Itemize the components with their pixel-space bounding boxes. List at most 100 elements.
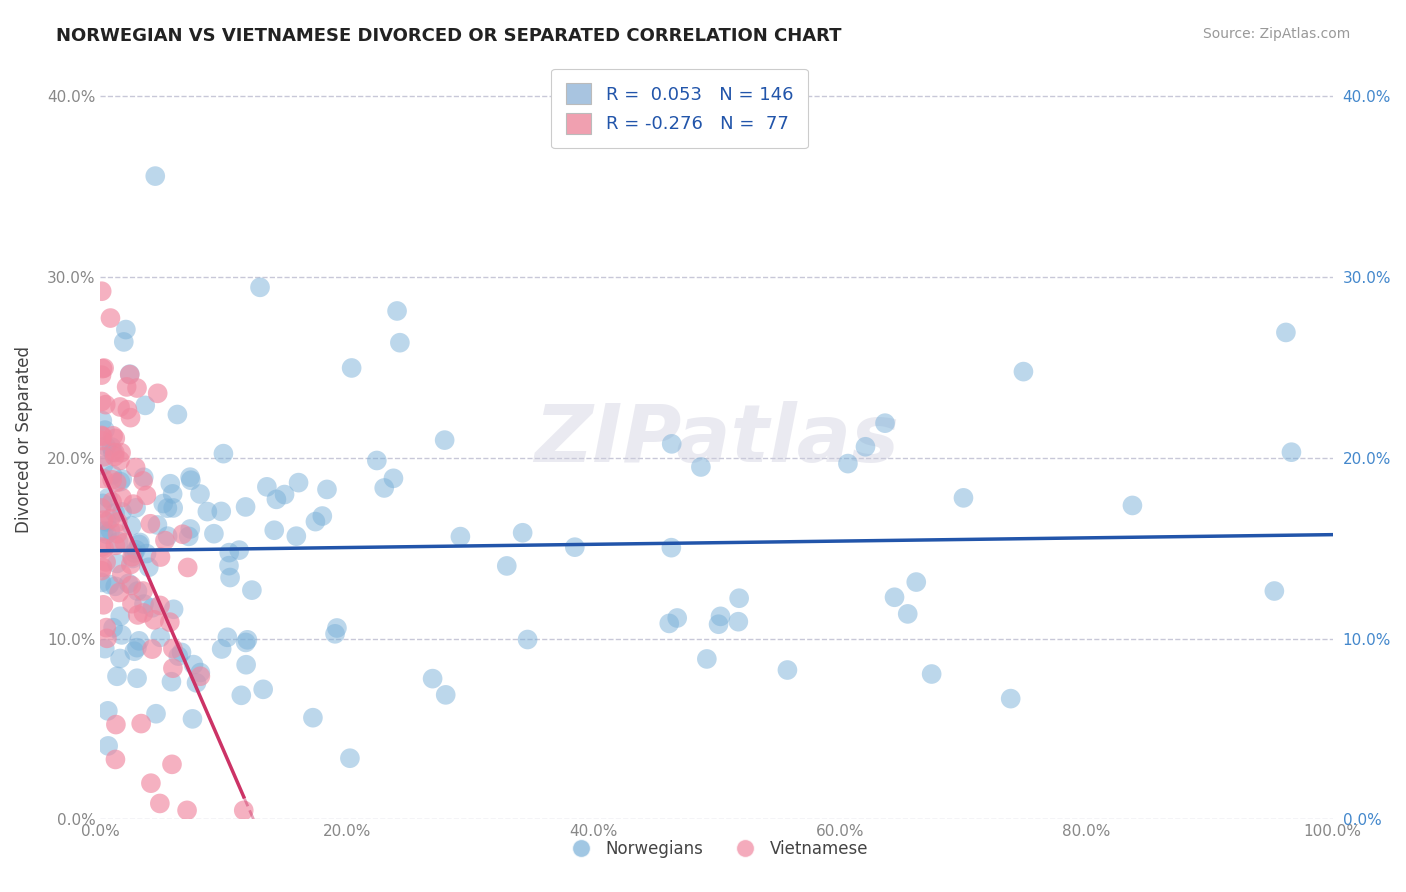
Point (149, 549, 172, 564)
Point (138, 560, 160, 574)
Point (104, 538, 127, 552)
Point (97, 491, 120, 505)
Point (1263, 584, 1285, 599)
Point (93, 513, 115, 527)
Point (93, 541, 115, 556)
Point (149, 599, 172, 613)
Point (90, 575, 112, 590)
Point (125, 640, 148, 655)
Point (135, 547, 157, 561)
Point (93, 458, 115, 473)
Point (104, 431, 127, 445)
Point (90, 428, 112, 442)
Point (177, 560, 200, 574)
Point (111, 628, 134, 642)
Point (107, 526, 129, 541)
Point (129, 716, 152, 731)
Point (100, 524, 122, 538)
Point (661, 437, 683, 451)
Point (149, 630, 172, 644)
Text: NORWEGIAN VS VIETNAMESE DIVORCED OR SEPARATED CORRELATION CHART: NORWEGIAN VS VIETNAMESE DIVORCED OR SEPA… (56, 27, 842, 45)
Point (145, 706, 167, 721)
Point (385, 304, 408, 318)
Point (96, 621, 118, 635)
Point (107, 534, 129, 549)
Point (128, 633, 150, 648)
Point (211, 642, 233, 657)
Point (162, 602, 184, 616)
Point (366, 453, 388, 467)
Text: ZIPatlas: ZIPatlas (534, 401, 898, 478)
Point (111, 472, 134, 486)
Point (111, 491, 134, 505)
Point (177, 529, 200, 543)
Point (228, 543, 250, 558)
Point (94, 423, 117, 437)
Point (90, 564, 112, 578)
Point (101, 621, 124, 635)
Point (180, 473, 202, 487)
Point (120, 578, 142, 592)
Point (101, 495, 124, 509)
Point (132, 597, 155, 611)
Point (124, 644, 146, 658)
Point (110, 475, 132, 489)
Point (100, 440, 122, 454)
Point (141, 642, 163, 657)
Point (159, 476, 181, 491)
Point (273, 487, 295, 501)
Point (110, 446, 132, 460)
Point (127, 584, 149, 599)
Point (97, 739, 120, 753)
Point (93, 450, 115, 464)
Point (179, 522, 201, 536)
Point (658, 616, 681, 631)
Point (143, 169, 166, 183)
Point (105, 475, 128, 490)
Point (252, 682, 274, 697)
Point (105, 557, 128, 571)
Point (235, 635, 257, 649)
Point (128, 535, 150, 549)
Point (449, 530, 471, 544)
Point (921, 667, 943, 681)
Point (666, 611, 689, 625)
Point (209, 504, 232, 518)
Point (1275, 326, 1298, 340)
Point (125, 671, 148, 685)
Point (167, 649, 190, 664)
Point (235, 657, 257, 672)
Point (122, 497, 145, 511)
Point (122, 546, 145, 560)
Point (101, 445, 124, 459)
Point (104, 579, 127, 593)
Point (160, 674, 183, 689)
Point (124, 460, 146, 475)
Point (94, 439, 117, 453)
Point (152, 497, 174, 511)
Point (160, 757, 183, 772)
Point (139, 776, 162, 790)
Point (218, 546, 240, 560)
Point (90, 434, 112, 448)
Point (232, 803, 254, 817)
Point (117, 576, 139, 591)
Point (382, 471, 405, 485)
Point (170, 645, 193, 659)
Point (240, 583, 263, 598)
Point (873, 416, 896, 430)
Point (837, 457, 859, 471)
Point (190, 669, 212, 683)
Point (94, 555, 117, 569)
Point (91, 361, 114, 376)
Point (139, 516, 162, 531)
Point (110, 609, 132, 624)
Point (339, 751, 361, 765)
Point (118, 368, 141, 382)
Point (97, 704, 120, 718)
Point (156, 501, 179, 516)
Point (90, 394, 112, 409)
Point (1012, 365, 1035, 379)
Point (162, 487, 184, 501)
Point (1121, 499, 1143, 513)
